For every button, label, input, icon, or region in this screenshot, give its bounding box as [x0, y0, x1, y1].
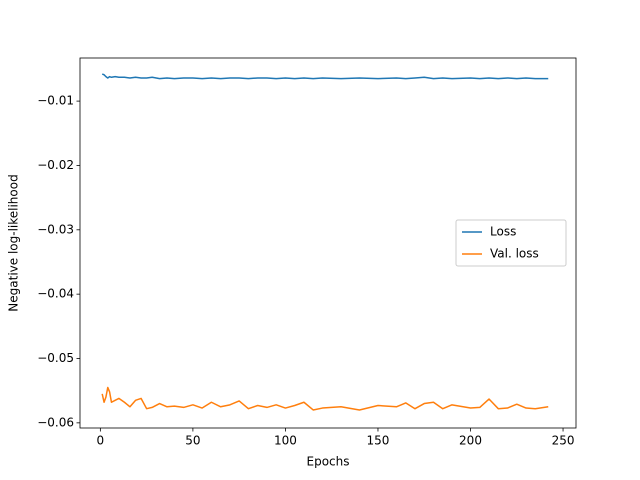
- y-tick-label: −0.04: [37, 287, 74, 301]
- y-tick-label: −0.01: [37, 94, 74, 108]
- x-tick-label: 200: [459, 434, 482, 448]
- x-tick-label: 100: [274, 434, 297, 448]
- x-axis-label: Epochs: [307, 455, 350, 469]
- line-series: [101, 73, 549, 80]
- y-axis-label: Negative log-likelihood: [7, 174, 21, 311]
- legend-box: [455, 219, 567, 267]
- y-tick-label: −0.03: [37, 222, 74, 236]
- legend-label: Val. loss: [490, 247, 539, 261]
- x-tick-label: 0: [97, 434, 105, 448]
- line-series: [101, 386, 549, 411]
- legend-label: Loss: [490, 225, 516, 239]
- axes-frame: [79, 57, 577, 429]
- x-tick-label: 50: [185, 434, 200, 448]
- y-tick-label: −0.06: [37, 415, 74, 429]
- y-tick-label: −0.05: [37, 351, 74, 365]
- y-tick-label: −0.02: [37, 158, 74, 172]
- x-tick-label: 250: [552, 434, 575, 448]
- x-tick-label: 150: [367, 434, 390, 448]
